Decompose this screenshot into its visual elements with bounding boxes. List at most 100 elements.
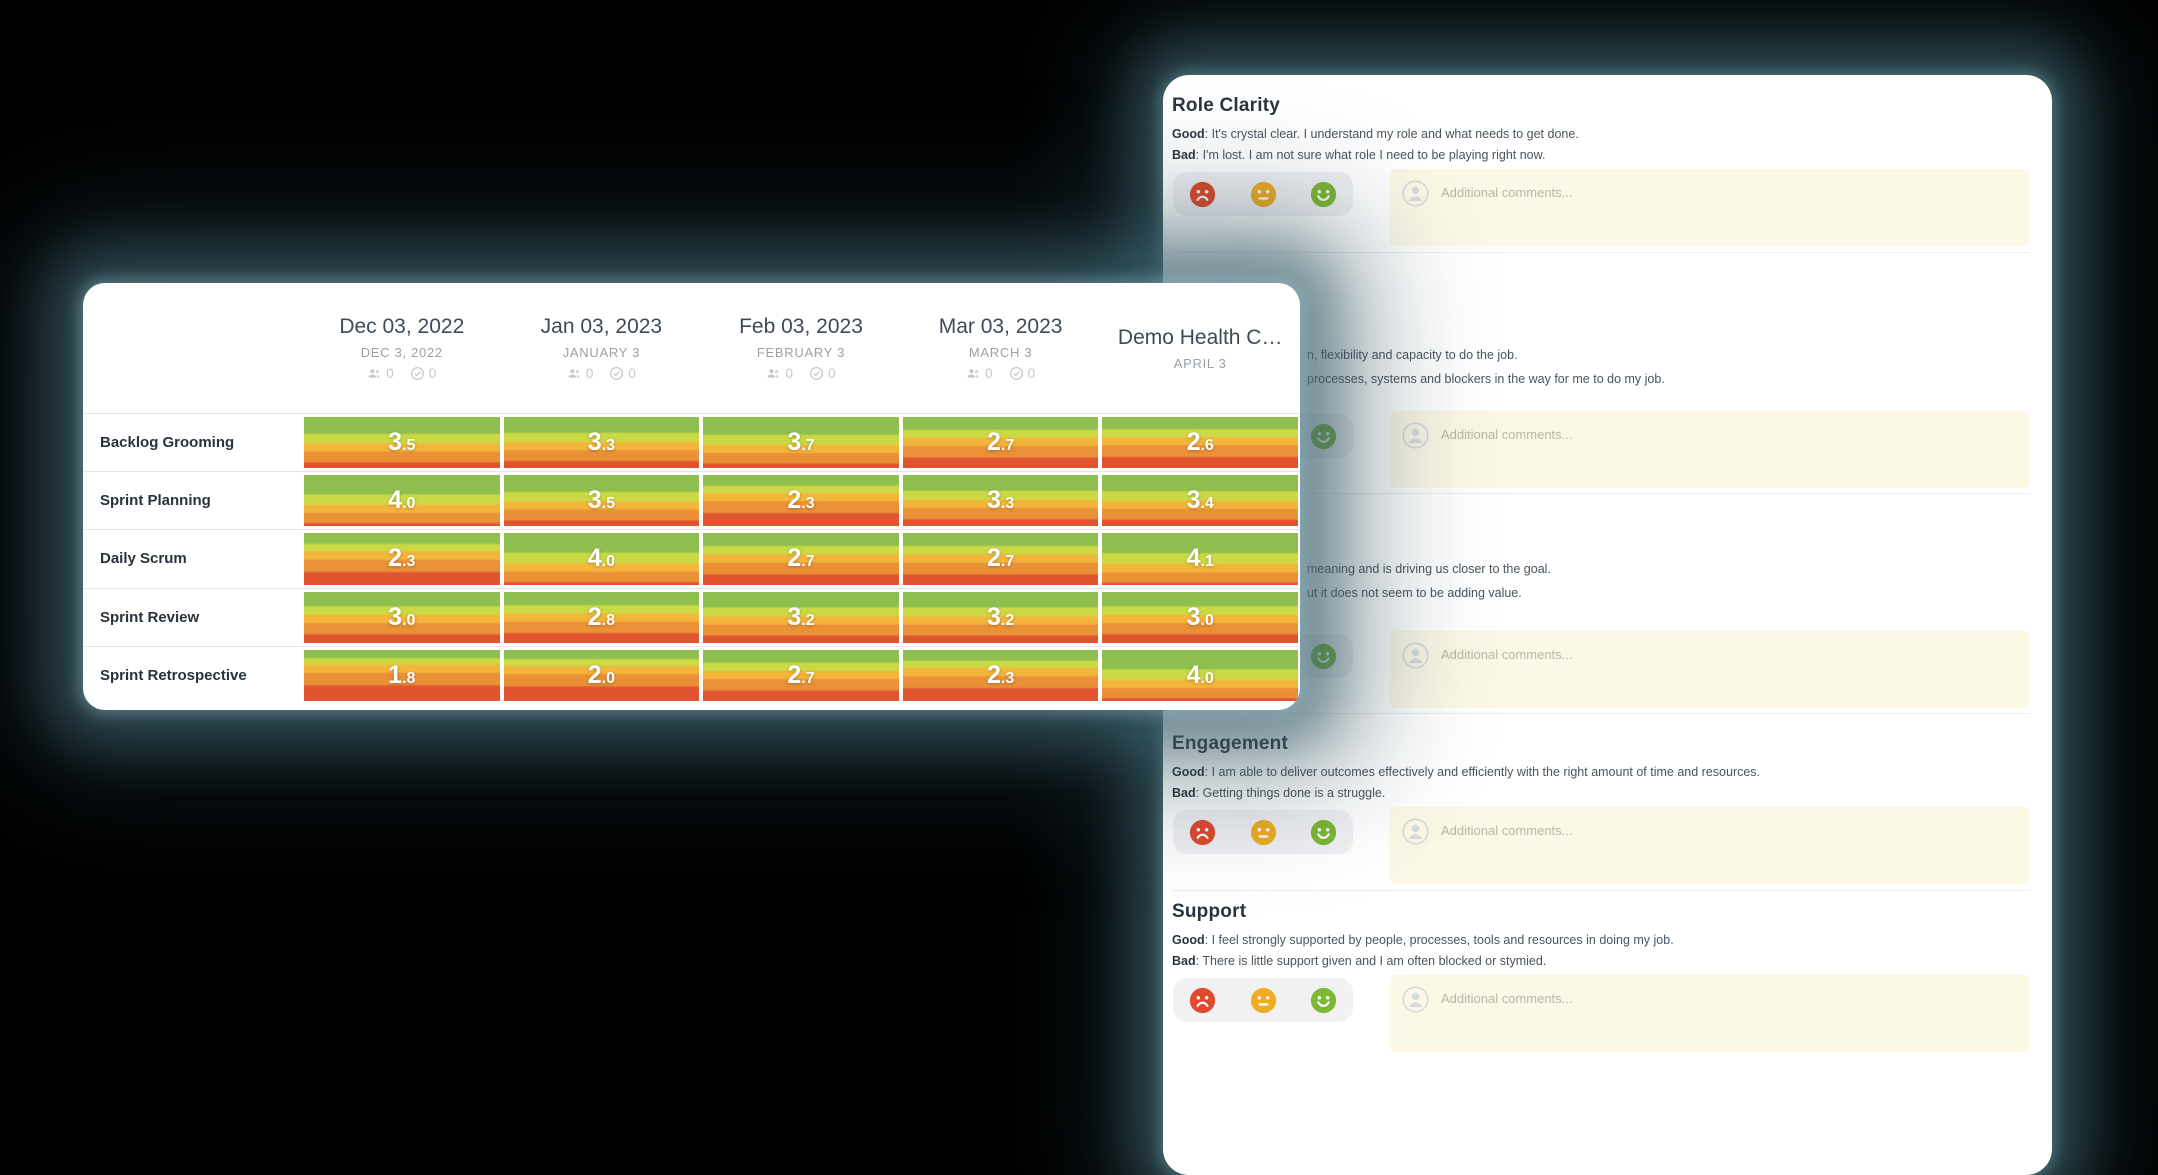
matrix-cell[interactable]: 2.3 [701, 471, 901, 529]
row-label: Backlog Grooming [83, 413, 302, 471]
matrix-cell[interactable]: 2.8 [501, 587, 702, 646]
rating-happy-button[interactable] [1310, 423, 1337, 450]
rating-neutral-button[interactable] [1250, 181, 1277, 208]
matrix-cell[interactable]: 3.3 [900, 471, 1101, 529]
good-line: Good: It's crystal clear. I understand m… [1172, 127, 1579, 141]
cell-band [503, 475, 700, 527]
matrix-cell[interactable]: 3.5 [501, 471, 702, 529]
matrix-cell[interactable]: 3.0 [302, 587, 502, 646]
matrix-cell[interactable]: 3.2 [701, 587, 901, 646]
cell-score: 3.0 [1186, 602, 1214, 631]
cell-score: 3.2 [787, 602, 815, 631]
cell-score: 2.3 [986, 660, 1015, 689]
matrix-cell[interactable]: 2.0 [501, 645, 702, 704]
cell-score: 2.7 [787, 660, 815, 689]
rating-group [1173, 978, 1353, 1022]
rating-sad-button[interactable] [1189, 181, 1216, 208]
health-matrix-grid: Dec 03, 2022 DEC 3, 2022 0 0 Jan 03, 2023 JAN… [83, 283, 1300, 704]
matrix-cell[interactable]: 2.3 [900, 645, 1101, 704]
avatar-icon [1402, 422, 1429, 449]
matrix-cell[interactable]: 4.1 [1100, 529, 1300, 587]
cell-score: 2.0 [587, 660, 616, 689]
matrix-column-header[interactable]: Demo Health C… APRIL 3 [1100, 283, 1300, 413]
section-title: Engagement [1172, 733, 1289, 754]
cell-band [304, 475, 500, 527]
matrix-cell[interactable]: 3.7 [701, 413, 901, 471]
row-label: Sprint Review [83, 587, 302, 646]
rating-neutral-button[interactable] [1250, 987, 1277, 1014]
matrix-cell[interactable]: 3.2 [900, 587, 1101, 646]
column-subtitle: MARCH 3 [968, 345, 1033, 360]
happy-face-icon [1310, 987, 1337, 1013]
comment-box[interactable]: Additional comments... [1390, 169, 2030, 246]
cell-band [1102, 475, 1298, 527]
bad-line: ut it does not seem to be adding value. [1307, 586, 1522, 600]
cell-band [902, 591, 1099, 643]
check-count: 0 [628, 366, 636, 381]
bad-line: Bad: There is little support given and I… [1172, 954, 1547, 968]
cell-band [503, 417, 700, 469]
rating-happy-button[interactable] [1310, 181, 1337, 208]
matrix-cell[interactable]: 2.6 [1100, 413, 1300, 471]
neutral-face-icon [1250, 181, 1276, 207]
rating-happy-button[interactable] [1310, 987, 1337, 1014]
cell-score: 2.7 [787, 544, 815, 573]
matrix-cell[interactable]: 2.7 [701, 529, 901, 587]
matrix-cell[interactable]: 2.3 [302, 529, 502, 587]
check-count: 0 [827, 366, 836, 381]
people-icon [568, 369, 580, 378]
column-subtitle: FEBRUARY 3 [756, 345, 846, 360]
matrix-cell[interactable]: 3.4 [1100, 471, 1300, 529]
section-divider [1173, 493, 2030, 494]
cell-score: 2.6 [1186, 428, 1214, 457]
cell-band [703, 649, 899, 701]
people-icon [368, 369, 381, 378]
bad-line: Bad: I'm lost. I am not sure what role I… [1172, 148, 1546, 162]
happy-face-icon [1310, 643, 1337, 669]
matrix-cell[interactable]: 3.5 [302, 413, 502, 471]
rating-sad-button[interactable] [1189, 819, 1216, 846]
matrix-cell[interactable]: 4.0 [501, 529, 702, 587]
comment-box[interactable]: Additional comments... [1390, 631, 2030, 708]
rating-sad-button[interactable] [1189, 987, 1216, 1014]
check-count: 0 [428, 366, 437, 381]
happy-face-icon [1310, 819, 1337, 845]
section-divider [1173, 890, 2030, 891]
rating-neutral-button[interactable] [1250, 819, 1277, 846]
cell-band [902, 417, 1099, 469]
comment-box[interactable]: Additional comments... [1390, 411, 2030, 488]
comment-placeholder: Additional comments... [1441, 823, 1573, 838]
comment-placeholder: Additional comments... [1441, 427, 1573, 442]
matrix-cell[interactable]: 4.0 [302, 471, 502, 529]
comment-box[interactable]: Additional comments... [1390, 807, 2030, 884]
avatar-icon [1402, 180, 1429, 207]
column-subtitle: DEC 3, 2022 [360, 345, 443, 360]
comment-placeholder: Additional comments... [1441, 647, 1573, 662]
matrix-cell[interactable]: 4.0 [1100, 645, 1300, 704]
matrix-cell[interactable]: 2.7 [701, 645, 901, 704]
participant-count: 0 [386, 366, 394, 381]
check-circle-icon [410, 367, 424, 380]
section-title: Support [1172, 901, 1247, 922]
matrix-cell[interactable]: 1.8 [302, 645, 502, 704]
cell-band [304, 417, 500, 469]
rating-happy-button[interactable] [1310, 643, 1337, 670]
matrix-cell[interactable]: 2.7 [900, 529, 1101, 587]
comment-box[interactable]: Additional comments... [1390, 975, 2030, 1052]
rating-happy-button[interactable] [1310, 819, 1337, 846]
matrix-cell[interactable]: 2.7 [900, 413, 1101, 471]
column-title: Feb 03, 2023 [739, 315, 863, 338]
column-title: Jan 03, 2023 [540, 315, 663, 338]
matrix-column-header[interactable]: Dec 03, 2022 DEC 3, 2022 0 0 [302, 283, 502, 413]
matrix-cell[interactable]: 3.0 [1100, 587, 1300, 646]
happy-face-icon [1310, 423, 1337, 449]
bad-line: processes, systems and blockers in the w… [1307, 372, 1665, 386]
matrix-cell[interactable]: 3.3 [501, 413, 702, 471]
cell-score: 1.8 [388, 660, 416, 689]
